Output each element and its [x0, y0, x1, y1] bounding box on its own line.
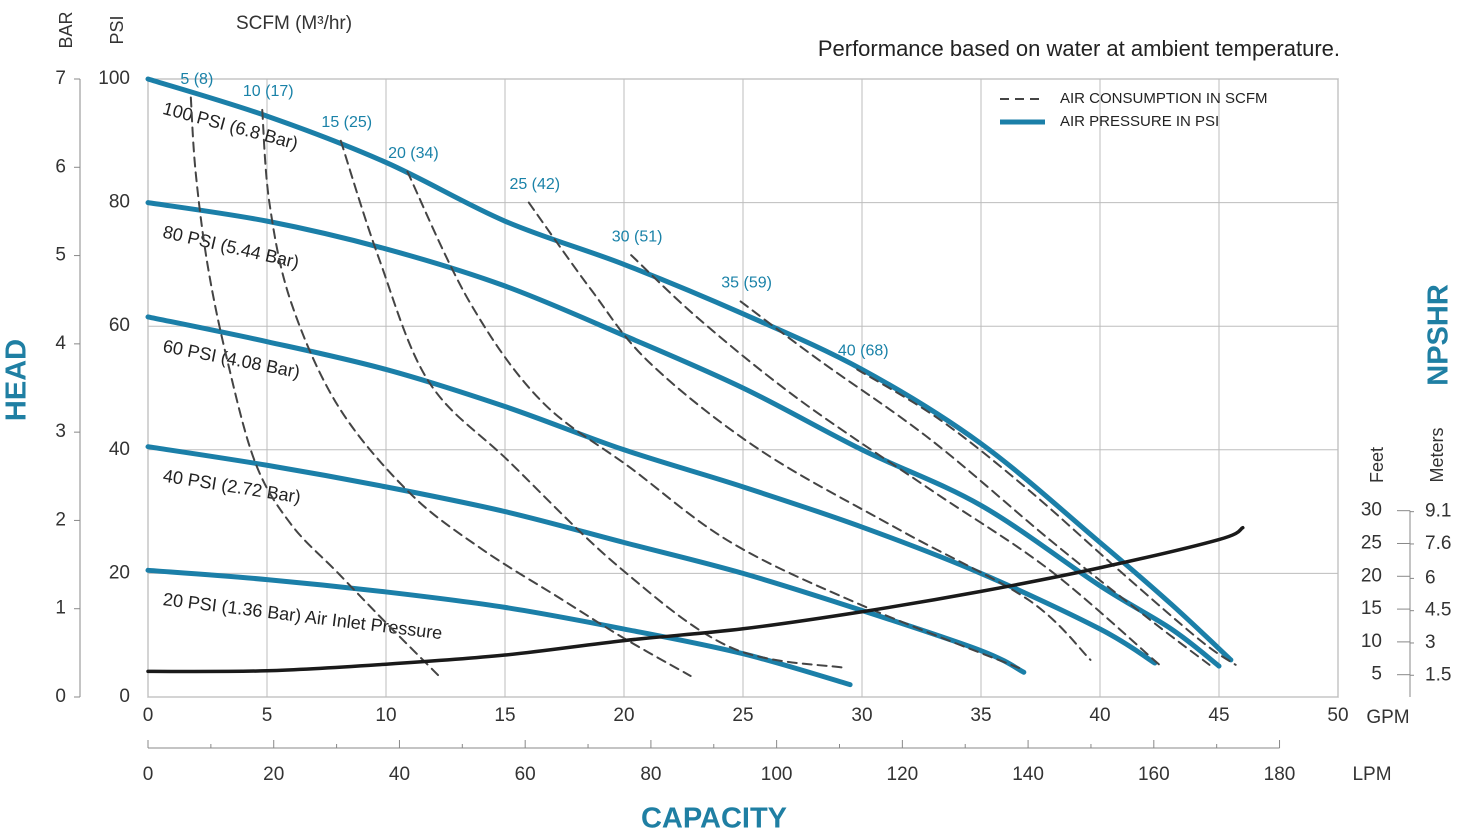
scfm-label: 15 (25) — [321, 114, 372, 131]
air-consumption-curve — [630, 254, 1161, 666]
legend-label: AIR CONSUMPTION IN SCFM — [1060, 90, 1268, 107]
feet-tick-label: 25 — [1361, 532, 1382, 553]
x-axis-title: CAPACITY — [641, 803, 787, 835]
x-tick-label: 50 — [1327, 705, 1348, 726]
x-tick-label: 40 — [1089, 705, 1110, 726]
meters-tick-label: 6 — [1425, 567, 1436, 588]
lpm-label: LPM — [1352, 764, 1391, 785]
bar-tick-label: 5 — [55, 245, 66, 266]
feet-tick-label: 30 — [1361, 500, 1382, 521]
x-tick-label: 0 — [143, 705, 154, 726]
scfm-label: 5 (8) — [180, 71, 213, 88]
bar-tick-label: 1 — [55, 598, 66, 619]
feet-tick-label: 15 — [1361, 598, 1382, 619]
x-tick-label: 35 — [970, 705, 991, 726]
feet-tick-label: 10 — [1361, 631, 1382, 652]
pressure-curve — [145, 444, 1027, 675]
scfm-label: 35 (59) — [721, 275, 772, 292]
y-tick-label: 80 — [109, 192, 130, 213]
air-consumption-curve — [527, 201, 1092, 661]
lpm-tick-label: 100 — [761, 764, 793, 785]
meters-tick-label: 7.6 — [1425, 533, 1451, 554]
feet-label: Feet — [1367, 447, 1387, 483]
meters-tick-label: 9.1 — [1425, 501, 1451, 522]
scfm-label: 40 (68) — [838, 343, 889, 360]
y-tick-label: 100 — [98, 68, 130, 89]
air-consumption-curve — [406, 170, 1021, 669]
lpm-tick-label: 80 — [640, 764, 661, 785]
meters-tick-label: 4.5 — [1425, 600, 1451, 621]
bar-axis-label: BAR — [56, 11, 76, 48]
scfm-label: SCFM (M³/hr) — [236, 13, 352, 34]
lpm-tick-label: 180 — [1264, 764, 1296, 785]
scfm-label: 10 (17) — [243, 83, 294, 100]
scfm-label: 25 (42) — [509, 176, 560, 193]
x-tick-label: 15 — [494, 705, 515, 726]
air-consumption-curve — [339, 139, 847, 669]
pressure-curve — [145, 200, 1222, 669]
y-tick-label: 20 — [109, 562, 130, 583]
air-consumption-curve — [189, 96, 440, 677]
air-consumption-curve — [856, 368, 1237, 666]
bar-tick-label: 4 — [55, 333, 66, 354]
meters-tick-label: 3 — [1425, 632, 1436, 653]
y-tick-label: 40 — [109, 439, 130, 460]
feet-tick-label: 20 — [1361, 565, 1382, 586]
pressure-curve — [145, 76, 1234, 663]
bar-tick-label: 6 — [55, 156, 66, 177]
bar-tick-label: 3 — [55, 421, 66, 442]
pressure-label: 20 PSI (1.36 Bar) Air Inlet Pressure — [162, 589, 443, 643]
bar-tick-label: 0 — [55, 686, 66, 707]
psi-axis-label: PSI — [107, 15, 127, 44]
bar-tick-label: 7 — [55, 68, 66, 89]
legend-label: AIR PRESSURE IN PSI — [1060, 113, 1219, 130]
chart-title: Performance based on water at ambient te… — [818, 36, 1340, 61]
scfm-label: 30 (51) — [612, 228, 663, 245]
x-tick-label: 10 — [375, 705, 396, 726]
pressure-curve — [145, 314, 1158, 666]
lpm-tick-label: 0 — [143, 764, 154, 785]
air-consumption-curve — [739, 300, 1211, 666]
bar-tick-label: 2 — [55, 509, 66, 530]
meters-label: Meters — [1427, 427, 1447, 482]
lpm-tick-label: 60 — [515, 764, 536, 785]
gpm-label: GPM — [1366, 707, 1409, 728]
feet-tick-label: 5 — [1371, 664, 1382, 685]
lpm-tick-label: 120 — [887, 764, 919, 785]
meters-tick-label: 1.5 — [1425, 664, 1451, 685]
y-axis-title: HEAD — [1, 339, 33, 421]
pressure-curve — [145, 567, 853, 688]
pressure-label: 40 PSI (2.72 Bar) — [162, 466, 302, 508]
y2-axis-title: NPSHR — [1423, 284, 1455, 386]
x-tick-label: 25 — [732, 705, 753, 726]
lpm-tick-label: 140 — [1012, 764, 1044, 785]
y-tick-label: 60 — [109, 315, 130, 336]
x-tick-label: 20 — [613, 705, 634, 726]
lpm-tick-label: 160 — [1138, 764, 1170, 785]
lpm-tick-label: 40 — [389, 764, 410, 785]
x-tick-label: 5 — [262, 705, 273, 726]
y-tick-label: 0 — [119, 686, 130, 707]
npshr-curve — [146, 525, 1245, 674]
x-tick-label: 45 — [1208, 705, 1229, 726]
air-consumption-curve — [261, 108, 692, 677]
scfm-label: 20 (34) — [388, 145, 439, 162]
lpm-tick-label: 20 — [263, 764, 284, 785]
x-tick-label: 30 — [851, 705, 872, 726]
